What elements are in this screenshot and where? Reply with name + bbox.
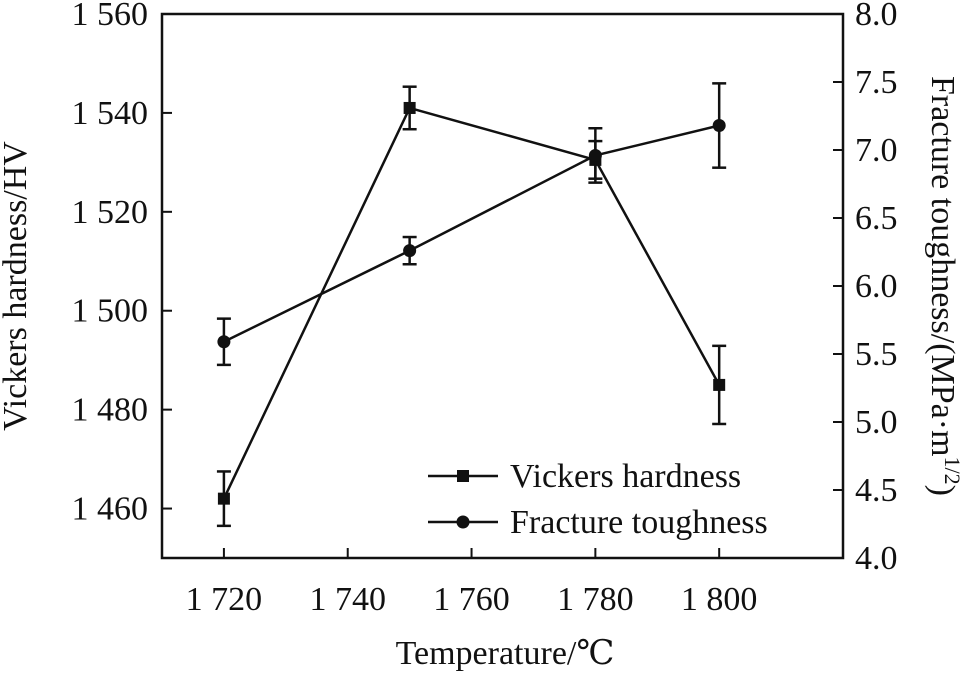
toughness-point: [588, 148, 602, 162]
toughness-point: [217, 335, 231, 349]
y-axis-left-label: Vickers hardness/HV: [0, 141, 34, 431]
y-axis-right-label-main: Fracture toughness/(MPa·m: [924, 76, 960, 457]
axes: 1 720 1 740 1 760 1 780 1 800 1 460 1 480 1 500…: [72, 0, 898, 618]
x-tick-label: 1 800: [681, 581, 758, 618]
y-right-tick-label: 8.0: [855, 0, 898, 33]
y-left-tick-label: 1 460: [72, 491, 149, 528]
y-left-tick-label: 1 540: [72, 95, 149, 132]
x-tick-label: 1 740: [309, 581, 386, 618]
toughness-point: [403, 244, 417, 258]
y-right-tick-label: 7.0: [855, 132, 898, 169]
y-right-tick-label: 5.5: [855, 336, 898, 373]
legend-hardness-marker: [457, 470, 469, 482]
y-axis-right-label: Fracture toughness/(MPa·m1/2): [924, 76, 960, 496]
y-left-tick-label: 1 500: [72, 293, 149, 330]
legend-toughness-label: Fracture toughness: [510, 504, 768, 541]
y-axis-right-label-sup: 1/2: [940, 457, 960, 485]
hardness-point: [713, 378, 726, 391]
y-left-tick-label: 1 560: [72, 0, 149, 33]
legend-hardness-label: Vickers hardness: [510, 458, 741, 495]
series-group: [216, 82, 727, 528]
legend: Vickers hardness Fracture toughness: [428, 458, 768, 541]
y-left-tick-label: 1 480: [72, 392, 149, 429]
hardness-point: [403, 101, 416, 114]
x-axis-label: Temperature/℃: [396, 635, 615, 672]
hardness-point: [217, 492, 230, 505]
toughness-point: [712, 119, 726, 133]
y-left-tick-label: 1 520: [72, 194, 149, 231]
y-right-tick-label: 4.5: [855, 472, 898, 509]
x-tick-label: 1 720: [186, 581, 263, 618]
hardness-series-line: [222, 106, 721, 500]
y-axis-right-label-close: ): [924, 485, 960, 496]
y-right-tick-label: 6.0: [855, 268, 898, 305]
legend-toughness-marker: [456, 515, 470, 529]
toughness-series-line: [223, 124, 720, 343]
y-right-tick-label: 5.0: [855, 404, 898, 441]
y-right-tick-label: 6.5: [855, 200, 898, 237]
x-tick-label: 1 760: [433, 581, 510, 618]
y-right-tick-label: 4.0: [855, 540, 898, 577]
x-tick-label: 1 780: [557, 581, 634, 618]
y-right-tick-label: 7.5: [855, 64, 898, 101]
